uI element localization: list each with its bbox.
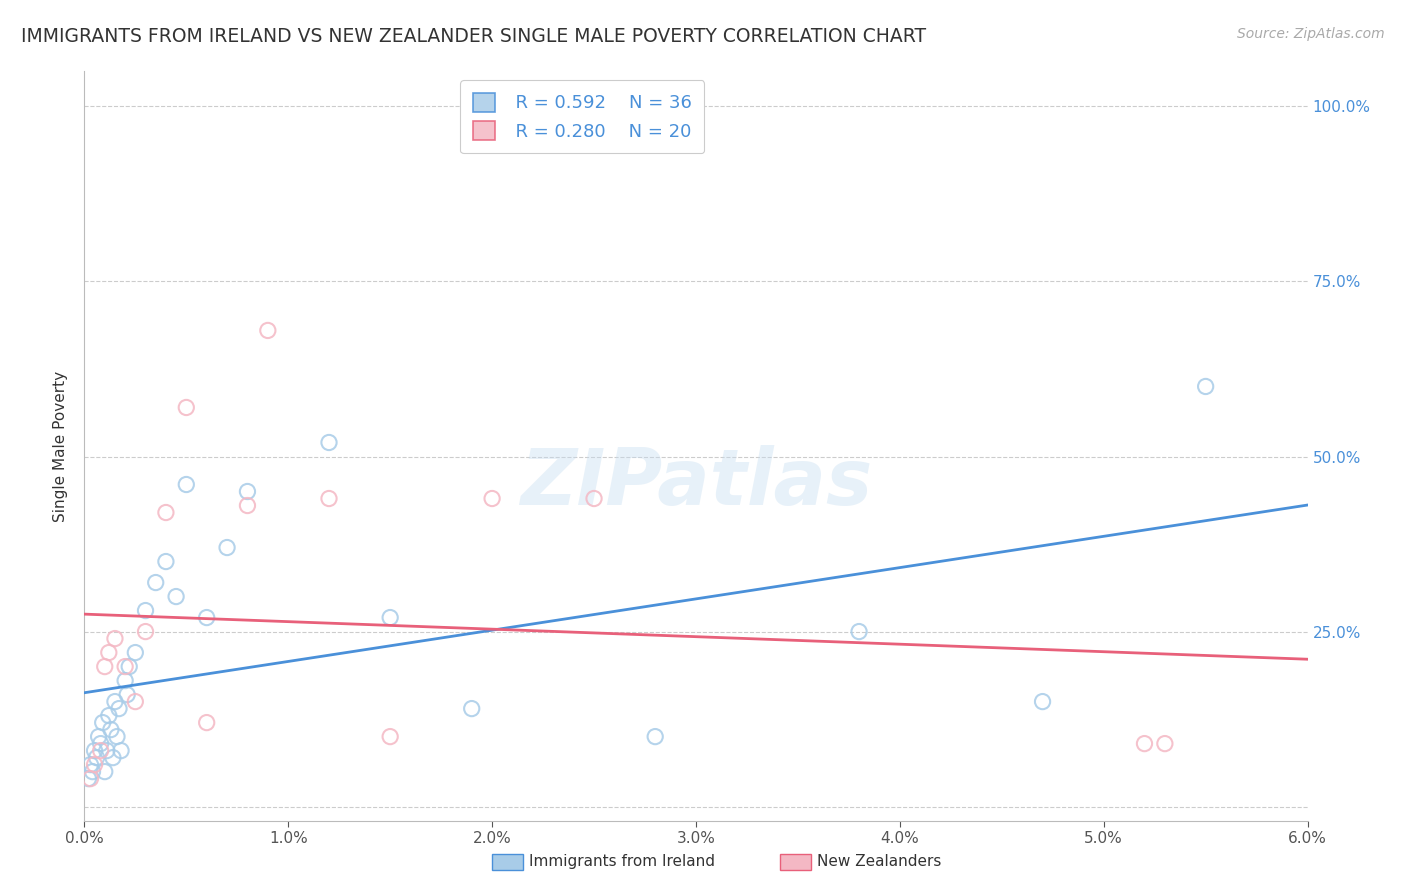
Y-axis label: Single Male Poverty: Single Male Poverty: [53, 370, 69, 522]
Point: [176, 401, 198, 415]
Point: [124, 646, 146, 660]
Point: [1195, 379, 1218, 393]
Point: [83, 757, 105, 772]
Point: [236, 499, 259, 513]
Point: [155, 506, 177, 520]
Point: [155, 555, 177, 569]
Point: [145, 575, 167, 590]
Point: [79, 772, 101, 786]
Point: [135, 624, 157, 639]
Point: [118, 659, 141, 673]
Point: [79, 757, 101, 772]
Point: [481, 491, 503, 506]
Point: [108, 701, 131, 715]
Point: [101, 750, 124, 764]
Point: [135, 603, 157, 617]
Point: [583, 491, 606, 506]
Point: [1133, 737, 1156, 751]
Point: [90, 743, 112, 757]
Point: [104, 695, 127, 709]
Point: [110, 743, 132, 757]
Point: [165, 590, 187, 604]
Point: [124, 695, 146, 709]
Point: [644, 730, 666, 744]
Point: [82, 764, 104, 779]
Point: [90, 737, 112, 751]
Text: New Zealanders: New Zealanders: [817, 855, 941, 869]
Point: [236, 484, 259, 499]
Point: [318, 435, 340, 450]
Text: Source: ZipAtlas.com: Source: ZipAtlas.com: [1237, 27, 1385, 41]
Point: [217, 541, 239, 555]
Point: [195, 610, 218, 624]
Point: [380, 610, 402, 624]
Point: [195, 715, 218, 730]
Point: [87, 730, 110, 744]
Text: ZIPatlas: ZIPatlas: [520, 445, 872, 522]
Legend:   R = 0.592    N = 36,   R = 0.280    N = 20: R = 0.592 N = 36, R = 0.280 N = 20: [460, 80, 704, 153]
Point: [100, 723, 122, 737]
Point: [848, 624, 870, 639]
Point: [93, 659, 117, 673]
Point: [114, 673, 136, 688]
Point: [97, 646, 120, 660]
Point: [115, 688, 138, 702]
Point: [1032, 695, 1054, 709]
Point: [318, 491, 340, 506]
Point: [461, 701, 484, 715]
Point: [77, 772, 100, 786]
Point: [97, 708, 120, 723]
Point: [104, 632, 127, 646]
Point: [380, 730, 402, 744]
Point: [96, 743, 118, 757]
Point: [93, 764, 117, 779]
Text: IMMIGRANTS FROM IRELAND VS NEW ZEALANDER SINGLE MALE POVERTY CORRELATION CHART: IMMIGRANTS FROM IRELAND VS NEW ZEALANDER…: [21, 27, 927, 45]
Point: [1154, 737, 1177, 751]
Point: [176, 477, 198, 491]
Point: [83, 743, 105, 757]
Point: [105, 730, 128, 744]
Point: [114, 659, 136, 673]
Point: [257, 323, 280, 337]
Point: [86, 750, 108, 764]
Text: Immigrants from Ireland: Immigrants from Ireland: [529, 855, 714, 869]
Point: [91, 715, 114, 730]
